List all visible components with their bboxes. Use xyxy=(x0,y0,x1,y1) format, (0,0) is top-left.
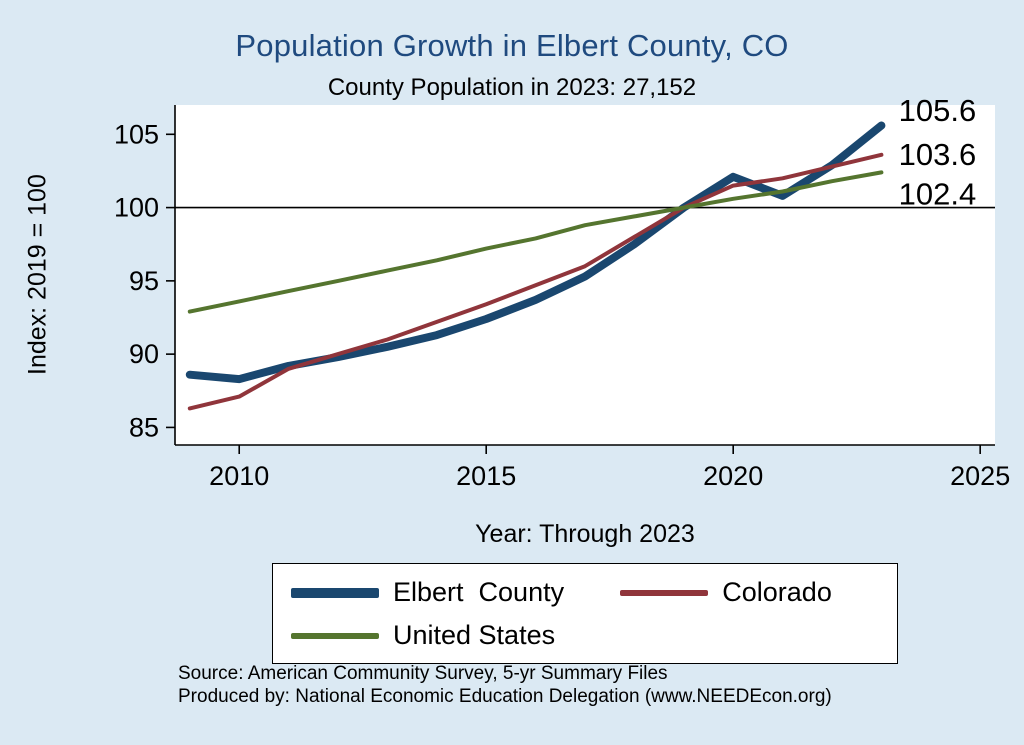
legend-swatch-united-states xyxy=(291,632,379,639)
x-tick-label-2015: 2015 xyxy=(456,461,516,491)
source-line: Source: American Community Survey, 5-yr … xyxy=(178,663,668,684)
legend-label-united-states: United States xyxy=(393,620,556,650)
line-colorado xyxy=(187,152,884,411)
legend-swatch-elbert-county xyxy=(291,587,379,598)
x-tick-label-2010: 2010 xyxy=(209,461,269,491)
x-axis-label: Year: Through 2023 xyxy=(475,520,695,548)
y-tick-label-105: 105 xyxy=(114,119,159,149)
y-tick-label-85: 85 xyxy=(129,412,159,442)
chart-subtitle: County Population in 2023: 27,152 xyxy=(327,74,697,101)
x-tick-label-2020: 2020 xyxy=(703,461,763,491)
legend: Elbert County Colorado United States xyxy=(272,563,898,664)
y-axis-label: Index: 2019 = 100 xyxy=(23,174,52,376)
legend-label-colorado: Colorado xyxy=(722,577,832,607)
end-label-102.4: 102.4 xyxy=(899,176,977,211)
legend-swatch-colorado xyxy=(620,589,709,596)
y-tick-label-95: 95 xyxy=(129,266,159,296)
legend-item-united-states: United States xyxy=(291,620,620,651)
legend-item-elbert-county: Elbert County xyxy=(291,577,620,608)
y-tick-label-90: 90 xyxy=(129,339,159,369)
legend-label-elbert-county: Elbert County xyxy=(393,577,565,607)
produced-by-line: Produced by: National Economic Education… xyxy=(178,686,832,707)
legend-item-colorado: Colorado xyxy=(620,577,879,608)
end-label-105.6: 105.6 xyxy=(899,93,977,128)
page-title: Population Growth in Elbert County, CO xyxy=(235,28,789,63)
line-united-states xyxy=(187,170,884,314)
end-label-103.6: 103.6 xyxy=(899,137,977,172)
x-tick-label-2025: 2025 xyxy=(950,461,1010,491)
y-tick-label-100: 100 xyxy=(114,193,159,223)
